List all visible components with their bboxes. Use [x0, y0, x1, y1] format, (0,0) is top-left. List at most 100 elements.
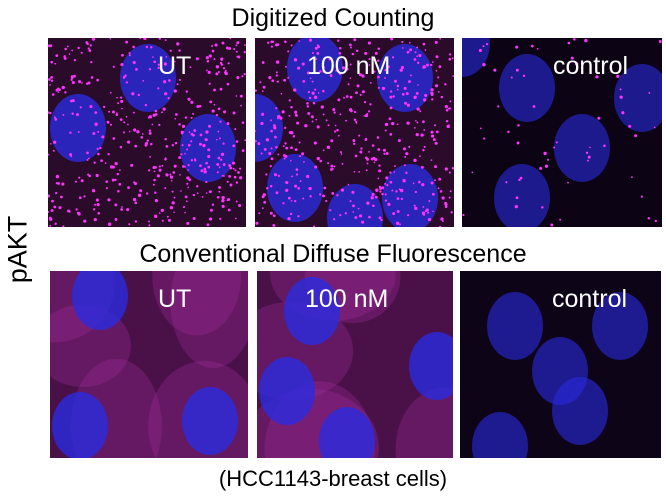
signal-dot [152, 183, 155, 186]
signal-dot [186, 148, 189, 151]
signal-dot [284, 154, 288, 158]
signal-dot [179, 174, 181, 176]
signal-dot [331, 192, 335, 195]
signal-dot [448, 171, 451, 174]
signal-dot [497, 105, 500, 108]
signal-dot [396, 88, 399, 91]
signal-dot [388, 117, 392, 121]
signal-dot [448, 57, 452, 61]
signal-dot [384, 193, 387, 196]
signal-dot [160, 67, 163, 70]
signal-dot [437, 76, 440, 79]
signal-dot [243, 51, 246, 54]
signal-dot [255, 89, 257, 92]
signal-dot [89, 44, 92, 47]
signal-dot [297, 215, 300, 218]
signal-dot [430, 181, 434, 185]
signal-dot [238, 204, 242, 208]
signal-dot [299, 155, 302, 158]
signal-dot [389, 133, 393, 136]
signal-dot [353, 38, 357, 42]
signal-dot [148, 132, 152, 135]
signal-dot [190, 116, 193, 119]
signal-dot [435, 55, 439, 59]
signal-dot [413, 204, 416, 207]
signal-dot [171, 64, 175, 67]
signal-dot [332, 108, 336, 112]
signal-dot [291, 175, 294, 178]
signal-dot [220, 158, 223, 161]
signal-dot [416, 121, 419, 124]
signal-dot [424, 49, 427, 51]
signal-dot [287, 50, 290, 53]
micrograph [257, 271, 453, 458]
signal-dot [322, 69, 326, 73]
signal-dot [648, 91, 651, 94]
signal-dot [54, 118, 58, 121]
signal-dot [109, 123, 113, 126]
signal-dot [283, 157, 286, 160]
signal-dot [391, 56, 395, 59]
signal-dot [133, 128, 137, 132]
signal-dot [567, 41, 571, 45]
signal-dot [71, 81, 75, 85]
signal-dot [198, 104, 202, 108]
signal-dot [161, 111, 164, 114]
signal-dot [462, 213, 465, 217]
signal-dot [217, 130, 220, 133]
signal-dot [309, 38, 313, 42]
signal-dot [233, 48, 236, 51]
signal-dot [168, 79, 171, 82]
signal-dot [86, 151, 89, 155]
signal-dot [127, 123, 129, 126]
signal-dot [589, 146, 591, 149]
signal-dot [117, 102, 120, 105]
signal-dot [116, 172, 120, 176]
signal-dot [389, 180, 393, 184]
signal-dot [364, 114, 369, 118]
signal-dot [427, 217, 432, 222]
signal-dot [95, 173, 99, 178]
signal-dot [303, 161, 305, 163]
diffuse-signal [395, 387, 453, 458]
signal-dot [408, 80, 411, 84]
signal-dot [431, 192, 435, 196]
signal-dot [193, 129, 197, 132]
signal-dot [157, 66, 160, 70]
signal-dot [430, 130, 434, 134]
signal-dot [164, 92, 168, 96]
signal-dot [401, 92, 405, 96]
signal-dot [232, 111, 236, 115]
signal-dot [218, 166, 221, 169]
signal-dot [290, 106, 293, 109]
signal-dot [434, 165, 437, 169]
signal-dot [438, 177, 442, 181]
signal-dot [100, 159, 103, 163]
signal-dot [125, 115, 128, 118]
signal-dot [92, 132, 96, 135]
signal-dot [145, 192, 149, 195]
signal-dot [437, 91, 440, 93]
signal-dot [165, 173, 169, 177]
signal-dot [208, 54, 212, 58]
signal-dot [233, 175, 237, 179]
diffuse-signal [152, 271, 242, 336]
signal-dot [532, 105, 536, 108]
signal-dot [290, 146, 293, 150]
signal-dot [419, 155, 421, 158]
signal-dot [180, 190, 182, 192]
nucleus [472, 412, 528, 458]
signal-dot [71, 49, 74, 52]
signal-dot [420, 165, 424, 169]
signal-dot [430, 63, 433, 67]
signal-dot [73, 58, 76, 62]
signal-dot [133, 181, 136, 184]
signal-dot [337, 39, 340, 42]
signal-dot [55, 182, 58, 185]
signal-dot [169, 49, 172, 52]
signal-dot [272, 223, 276, 227]
signal-dot [277, 115, 281, 119]
signal-dot [83, 219, 87, 223]
signal-dot [112, 65, 115, 68]
signal-dot [184, 152, 186, 155]
